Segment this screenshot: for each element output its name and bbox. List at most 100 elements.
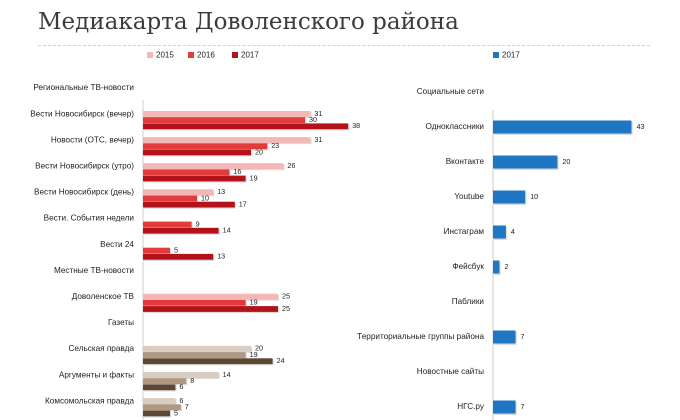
legend-swatch [147, 52, 153, 58]
bar [143, 410, 170, 417]
title-divider [38, 45, 650, 46]
bar [493, 400, 516, 414]
category-label: Вконтакте [446, 157, 485, 166]
data-label: 6 [179, 396, 183, 405]
category-header: Региональные ТВ-новости [33, 83, 134, 92]
data-label: 14 [223, 370, 231, 379]
category-label: Доволенское ТВ [72, 292, 135, 301]
bar [143, 299, 246, 306]
bar [143, 163, 284, 169]
data-label: 13 [217, 187, 225, 196]
bar [143, 372, 219, 378]
bar [493, 260, 500, 274]
category-label: Вести Новосибирск (утро) [35, 161, 134, 170]
category-label: Вести 24 [100, 240, 134, 249]
bar [143, 306, 278, 312]
data-label: 4 [511, 227, 515, 236]
legend-swatch [493, 52, 499, 58]
data-label: 19 [250, 173, 258, 182]
data-label: 7 [521, 332, 525, 341]
bar [143, 123, 349, 130]
data-label: 24 [277, 356, 285, 365]
data-label: 30 [309, 115, 317, 124]
category-label: Фейсбук [452, 262, 484, 271]
data-label: 43 [636, 122, 644, 131]
category-label: Инстаграм [444, 227, 485, 236]
data-label: 31 [314, 109, 322, 118]
category-label: Сельская правда [69, 344, 135, 353]
data-label: 25 [282, 292, 290, 301]
bar [143, 175, 246, 182]
bar [143, 137, 311, 143]
category-header: Газеты [108, 318, 134, 327]
category-label: Одноклассники [426, 122, 484, 131]
legend-swatch [188, 52, 194, 58]
bar [143, 384, 176, 391]
data-label: 10 [201, 193, 209, 202]
bar [143, 247, 170, 254]
data-label: 20 [255, 147, 263, 156]
bar [143, 398, 176, 404]
data-label: 19 [250, 298, 258, 307]
bar [143, 111, 311, 117]
legend-label: 2017 [502, 51, 520, 60]
data-label: 5 [174, 408, 178, 417]
bar [143, 404, 181, 411]
bar [143, 169, 230, 176]
data-label: 6 [179, 382, 183, 391]
bar [493, 190, 526, 204]
data-label: 31 [314, 135, 322, 144]
data-label: 8 [190, 376, 194, 385]
bar [143, 221, 192, 228]
bar [143, 293, 278, 300]
data-label: 10 [530, 192, 538, 201]
bar [493, 155, 558, 169]
data-label: 23 [271, 141, 279, 150]
bar [143, 378, 187, 384]
bar [143, 358, 273, 365]
category-label: Youtube [454, 192, 484, 201]
bar [143, 253, 214, 260]
category-label: Вести Новосибирск (вечер) [30, 109, 134, 118]
data-label: 20 [562, 157, 570, 166]
bar [143, 227, 219, 234]
category-header: Местные ТВ-новости [54, 266, 134, 275]
data-label: 13 [217, 252, 225, 261]
data-label: 20 [255, 344, 263, 353]
data-label: 38 [352, 121, 360, 130]
category-label: Вести. События недели [44, 214, 134, 223]
bar [143, 352, 246, 358]
category-header: Социальные сети [417, 87, 484, 96]
data-label: 19 [250, 350, 258, 359]
bar [143, 143, 268, 150]
category-header: Новостные сайты [417, 367, 484, 376]
data-label: 7 [521, 402, 525, 411]
page-title: Медиакарта Доволенского района [38, 9, 459, 35]
category-label: Комсомольская правда [45, 396, 134, 405]
data-label: 5 [174, 246, 178, 255]
data-label: 25 [282, 304, 290, 313]
data-label: 26 [287, 161, 295, 170]
category-label: Вести Новосибирск (день) [34, 188, 134, 197]
category-label: Аргументы и факты [59, 370, 134, 379]
data-label: 2 [504, 262, 508, 271]
data-label: 14 [223, 226, 231, 235]
legend-label: 2015 [156, 51, 174, 60]
bar [143, 201, 235, 208]
category-label: Территориальные группы района [357, 332, 484, 341]
bar [493, 330, 516, 344]
bar [493, 225, 506, 239]
data-label: 17 [239, 200, 247, 209]
legend-label: 2017 [241, 51, 259, 60]
bar [143, 189, 214, 196]
bar [143, 149, 251, 156]
bar [143, 195, 197, 202]
bar [143, 345, 251, 352]
category-label: НГС.ру [457, 402, 485, 411]
legend-label: 2016 [197, 51, 215, 60]
legend-swatch [232, 52, 238, 58]
category-label: Новости (ОТС, вечер) [51, 135, 134, 144]
bar [493, 120, 632, 134]
data-label: 7 [185, 402, 189, 411]
